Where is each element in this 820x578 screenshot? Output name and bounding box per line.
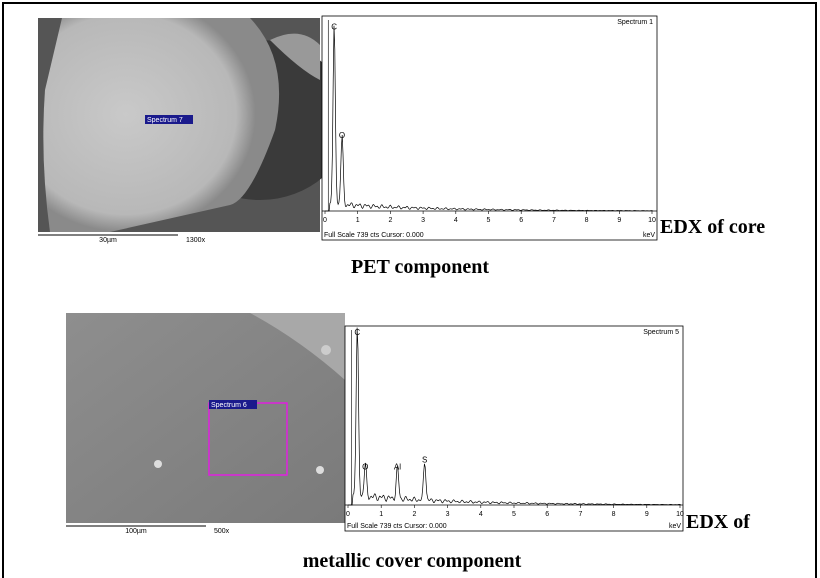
spectrum-title: Spectrum 5 xyxy=(643,329,679,336)
spectrum-unit: keV xyxy=(643,232,655,239)
x-tick-label: 8 xyxy=(585,217,589,224)
x-tick-label: 10 xyxy=(648,217,656,224)
x-tick-label: 4 xyxy=(454,217,458,224)
spectrum-title: Spectrum 1 xyxy=(617,19,653,26)
figure: Spectrum 7 30µm 1300x Spectrum 1 C O 0 1 2 3 4 5 6 7 8… xyxy=(0,0,820,578)
spectrum-frame xyxy=(345,326,683,531)
x-tick-label: 0 xyxy=(323,217,327,224)
scale-bar-label: 100µm xyxy=(125,528,147,535)
image-label: Spectrum 6 xyxy=(211,402,247,409)
x-tick-label: 7 xyxy=(552,217,556,224)
caption: EDX of core xyxy=(660,216,765,238)
peak-label: S xyxy=(422,456,427,465)
x-tick-label: 3 xyxy=(421,217,425,224)
caption: metallic cover component xyxy=(303,550,522,572)
x-tick-label: 6 xyxy=(545,511,549,518)
x-tick-label: 5 xyxy=(512,511,516,518)
peak-label: O xyxy=(362,463,368,472)
x-tick-label: 1 xyxy=(356,217,360,224)
peak-label: C xyxy=(354,328,360,337)
x-tick-label: 0 xyxy=(346,511,350,518)
x-tick-label: 6 xyxy=(519,217,523,224)
sem-image xyxy=(66,313,345,523)
x-tick-label: 9 xyxy=(645,511,649,518)
spectrum-footer: Full Scale 739 cts Cursor: 0.000 xyxy=(324,232,424,239)
sem-image xyxy=(38,18,350,232)
peak-label: Al xyxy=(394,463,401,472)
x-tick-label: 3 xyxy=(446,511,450,518)
x-tick-label: 4 xyxy=(479,511,483,518)
caption: PET component xyxy=(351,256,489,278)
caption: EDX of xyxy=(686,511,750,533)
x-tick-label: 10 xyxy=(676,511,684,518)
spectrum-footer: Full Scale 739 cts Cursor: 0.000 xyxy=(347,523,447,530)
x-tick-label: 2 xyxy=(388,217,392,224)
x-tick-label: 9 xyxy=(617,217,621,224)
spectrum-unit: keV xyxy=(669,523,681,530)
x-tick-label: 1 xyxy=(379,511,383,518)
image-label: Spectrum 7 xyxy=(147,117,183,124)
magnification: 1300x xyxy=(186,237,206,244)
x-tick-label: 5 xyxy=(487,217,491,224)
x-tick-label: 8 xyxy=(612,511,616,518)
x-tick-label: 2 xyxy=(412,511,416,518)
peak-label: O xyxy=(339,131,345,140)
x-tick-label: 7 xyxy=(578,511,582,518)
scale-bar-label: 30µm xyxy=(99,237,117,244)
peak-label: C xyxy=(331,22,337,31)
magnification: 500x xyxy=(214,528,230,535)
